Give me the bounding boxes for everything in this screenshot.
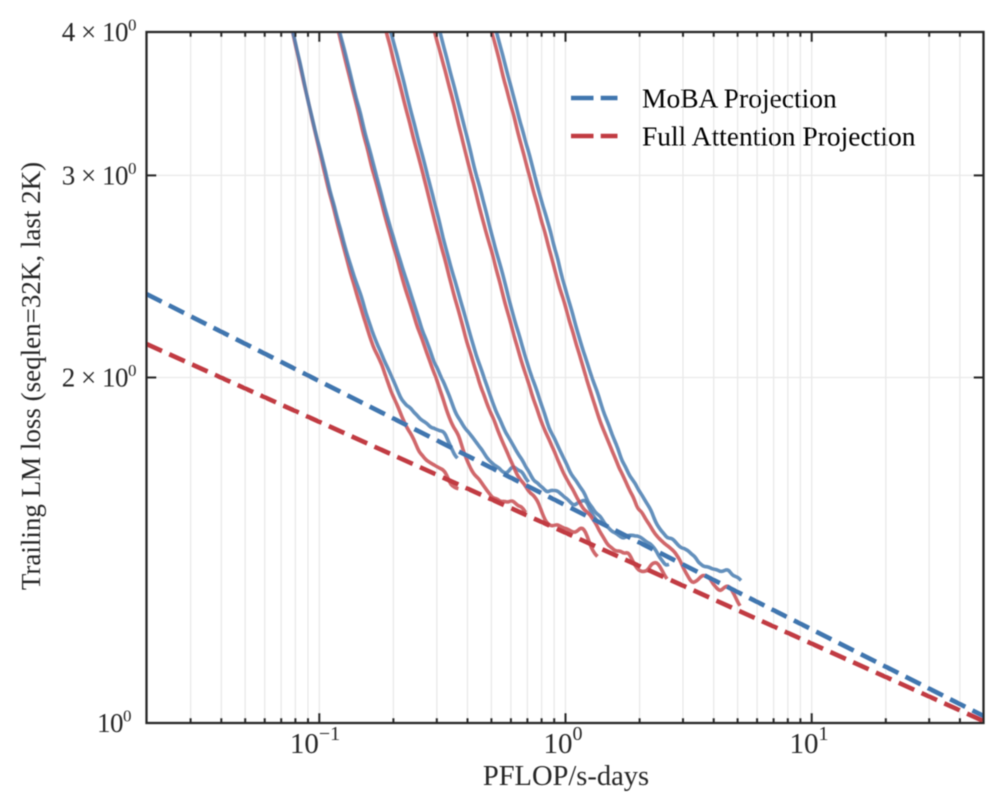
svg-text:MoBA Projection: MoBA Projection bbox=[642, 83, 837, 114]
svg-text:2 × 100: 2 × 100 bbox=[62, 361, 136, 393]
svg-text:4 × 100: 4 × 100 bbox=[62, 16, 136, 48]
svg-text:Full Attention Projection: Full Attention Projection bbox=[642, 121, 916, 152]
svg-text:3 × 100: 3 × 100 bbox=[62, 159, 136, 191]
svg-text:Trailing LM loss (seqlen=32K,: Trailing LM loss (seqlen=32K, last 2K) bbox=[16, 162, 46, 590]
svg-text:PFLOP/s-days: PFLOP/s-days bbox=[483, 761, 649, 792]
